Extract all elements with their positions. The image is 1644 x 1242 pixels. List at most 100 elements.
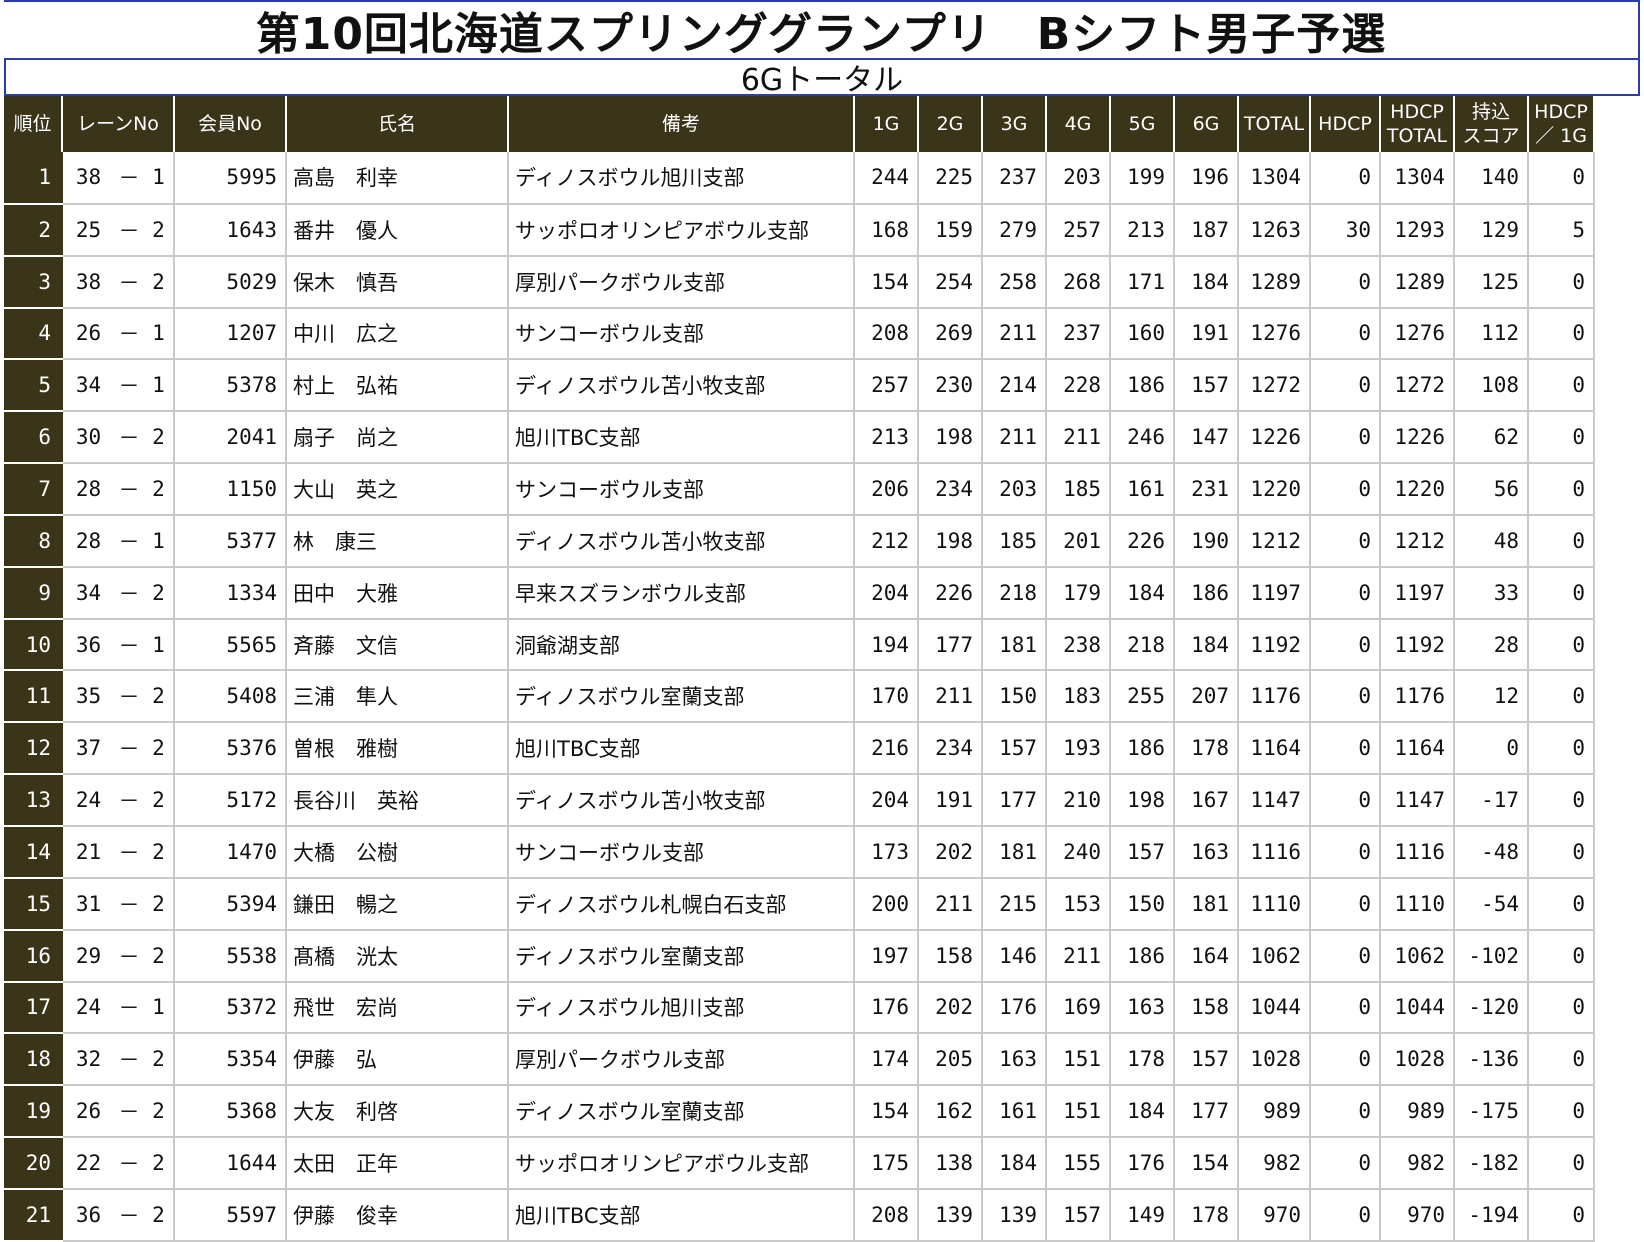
hdcp-total-score: 1110 bbox=[1380, 877, 1455, 931]
game2-score: 205 bbox=[918, 1033, 983, 1087]
hdcp-per-game: 0 bbox=[1528, 411, 1595, 465]
header-note: 備考 bbox=[508, 96, 855, 152]
game5-score: 163 bbox=[1110, 981, 1175, 1035]
hdcp-per-game: 0 bbox=[1528, 722, 1595, 776]
lane-dash: － bbox=[114, 877, 144, 931]
header-g4: 4G bbox=[1046, 96, 1111, 152]
game5-score: 199 bbox=[1110, 152, 1175, 205]
member-number: 1207 bbox=[174, 307, 287, 361]
lane-position: 2 bbox=[144, 1033, 175, 1087]
total-score: 1226 bbox=[1238, 411, 1311, 465]
hdcp-value: 30 bbox=[1310, 203, 1381, 257]
game5-score: 255 bbox=[1110, 670, 1175, 724]
hdcp-per-game: 0 bbox=[1528, 774, 1595, 827]
player-name: 中川 広之 bbox=[286, 307, 509, 361]
page-subtitle: 6Gトータル bbox=[4, 58, 1640, 98]
branch-note: 早来スズランボウル支部 bbox=[508, 566, 855, 620]
game4-score: 237 bbox=[1046, 307, 1111, 361]
player-name: 髙橋 洸太 bbox=[286, 929, 509, 983]
lane-dash: － bbox=[114, 981, 144, 1035]
player-name: 村上 弘祐 bbox=[286, 359, 509, 413]
carry-score: -175 bbox=[1454, 1085, 1529, 1139]
member-number: 5376 bbox=[174, 722, 287, 776]
rank-cell: 15 bbox=[4, 877, 63, 931]
game1-score: 174 bbox=[854, 1033, 919, 1087]
game5-score: 178 bbox=[1110, 1033, 1175, 1087]
lane-position: 1 bbox=[144, 152, 175, 205]
branch-note: ディノスボウル苫小牧支部 bbox=[508, 774, 855, 827]
game1-score: 216 bbox=[854, 722, 919, 776]
player-name: 大友 利啓 bbox=[286, 1085, 509, 1139]
hdcp-total-score: 1028 bbox=[1380, 1033, 1455, 1087]
game5-score: 218 bbox=[1110, 618, 1175, 672]
branch-note: 厚別パークボウル支部 bbox=[508, 1033, 855, 1087]
player-name: 番井 優人 bbox=[286, 203, 509, 257]
lane-number: 24 bbox=[62, 774, 114, 827]
hdcp-total-score: 970 bbox=[1380, 1188, 1455, 1242]
player-name: 鎌田 暢之 bbox=[286, 877, 509, 931]
table-row: 19 26 － 2 5368 大友 利啓 ディノスボウル室蘭支部 154 162 161 151 18… bbox=[4, 1085, 1595, 1139]
total-score: 982 bbox=[1238, 1137, 1311, 1190]
hdcp-value: 0 bbox=[1310, 1137, 1381, 1190]
game1-score: 208 bbox=[854, 1188, 919, 1242]
carry-score: -136 bbox=[1454, 1033, 1529, 1087]
game2-score: 162 bbox=[918, 1085, 983, 1139]
rank-cell: 21 bbox=[4, 1188, 63, 1242]
lane-number: 36 bbox=[62, 1188, 114, 1242]
member-number: 5597 bbox=[174, 1188, 287, 1242]
game4-score: 240 bbox=[1046, 825, 1111, 879]
hdcp-value: 0 bbox=[1310, 566, 1381, 620]
table-row: 17 24 － 1 5372 飛世 宏尚 ディノスボウル旭川支部 176 202 176 169 16… bbox=[4, 981, 1595, 1035]
member-number: 5368 bbox=[174, 1085, 287, 1139]
game5-score: 186 bbox=[1110, 929, 1175, 983]
lane-dash: － bbox=[114, 1188, 144, 1242]
game5-score: 213 bbox=[1110, 203, 1175, 257]
game6-score: 164 bbox=[1174, 929, 1239, 983]
table-row: 12 37 － 2 5376 曽根 雅樹 旭川TBC支部 216 234 157 193 186 178… bbox=[4, 722, 1595, 776]
lane-dash: － bbox=[114, 359, 144, 413]
player-name: 太田 正年 bbox=[286, 1137, 509, 1190]
total-score: 1212 bbox=[1238, 514, 1311, 568]
table-row: 11 35 － 2 5408 三浦 隼人 ディノスボウル室蘭支部 170 211 150 183 25… bbox=[4, 670, 1595, 724]
game3-score: 161 bbox=[982, 1085, 1047, 1139]
member-number: 5394 bbox=[174, 877, 287, 931]
lane-number: 25 bbox=[62, 203, 114, 257]
carry-score: -120 bbox=[1454, 981, 1529, 1035]
member-number: 5354 bbox=[174, 1033, 287, 1087]
game5-score: 184 bbox=[1110, 1085, 1175, 1139]
game5-score: 150 bbox=[1110, 877, 1175, 931]
branch-note: 旭川TBC支部 bbox=[508, 411, 855, 465]
hdcp-total-score: 1276 bbox=[1380, 307, 1455, 361]
game3-score: 214 bbox=[982, 359, 1047, 413]
game1-score: 154 bbox=[854, 255, 919, 309]
hdcp-per-game: 0 bbox=[1528, 463, 1595, 516]
carry-score: -102 bbox=[1454, 929, 1529, 983]
game3-score: 181 bbox=[982, 618, 1047, 672]
header-member: 会員No bbox=[174, 96, 287, 152]
lane-number: 34 bbox=[62, 566, 114, 620]
game3-score: 181 bbox=[982, 825, 1047, 879]
hdcp-total-score: 1212 bbox=[1380, 514, 1455, 568]
game5-score: 198 bbox=[1110, 774, 1175, 827]
player-name: 田中 大雅 bbox=[286, 566, 509, 620]
game4-score: 183 bbox=[1046, 670, 1111, 724]
lane-position: 2 bbox=[144, 203, 175, 257]
header-name: 氏名 bbox=[286, 96, 509, 152]
player-name: 三浦 隼人 bbox=[286, 670, 509, 724]
hdcp-value: 0 bbox=[1310, 307, 1381, 361]
rank-cell: 20 bbox=[4, 1137, 63, 1190]
branch-note: 旭川TBC支部 bbox=[508, 1188, 855, 1242]
game3-score: 163 bbox=[982, 1033, 1047, 1087]
carry-score: 12 bbox=[1454, 670, 1529, 724]
game5-score: 161 bbox=[1110, 463, 1175, 516]
lane-dash: － bbox=[114, 566, 144, 620]
header-total: TOTAL bbox=[1238, 96, 1311, 152]
branch-note: サンコーボウル支部 bbox=[508, 825, 855, 879]
member-number: 1644 bbox=[174, 1137, 287, 1190]
game4-score: 257 bbox=[1046, 203, 1111, 257]
hdcp-total-score: 1044 bbox=[1380, 981, 1455, 1035]
header-hdcp-total: HDCP TOTAL bbox=[1380, 96, 1455, 152]
game6-score: 154 bbox=[1174, 1137, 1239, 1190]
hdcp-total-score: 1272 bbox=[1380, 359, 1455, 413]
rank-cell: 6 bbox=[4, 411, 63, 465]
